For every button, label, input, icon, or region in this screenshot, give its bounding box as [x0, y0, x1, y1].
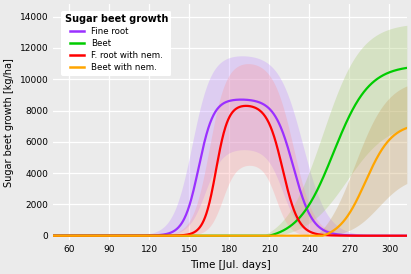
- Y-axis label: Sugar beet growth [kg/ha]: Sugar beet growth [kg/ha]: [4, 58, 14, 187]
- X-axis label: Time [Jul. days]: Time [Jul. days]: [190, 260, 270, 270]
- Legend: Fine root, Beet, F. root with nem., Beet with nem.: Fine root, Beet, F. root with nem., Beet…: [61, 11, 171, 76]
